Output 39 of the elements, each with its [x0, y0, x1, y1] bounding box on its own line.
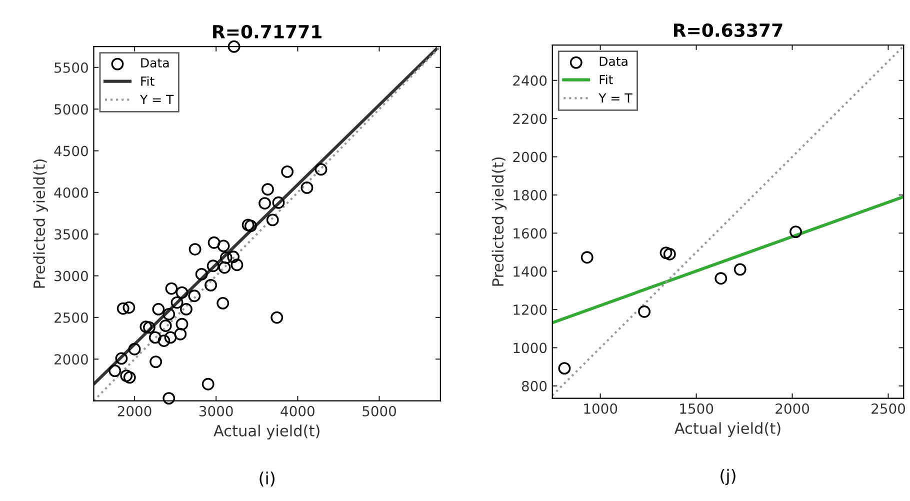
legend-label: Fit — [600, 74, 613, 84]
text: (j) — [720, 468, 736, 486]
y-tick-label: 1600 — [514, 228, 547, 239]
y-tick-label: 2200 — [513, 114, 547, 124]
x-tick-label: 1000 — [584, 403, 618, 414]
legend-label: Data — [600, 56, 628, 66]
legend-label: Fit — [141, 76, 154, 86]
legend-label: Y = T — [140, 94, 174, 104]
legend-label: Data — [141, 58, 169, 68]
y-tick-label: 1000 — [514, 342, 547, 354]
y-axis-title: Predicted yield(t) — [492, 157, 507, 286]
x-axis-title: Actual yield(t) — [214, 424, 320, 440]
y-tick-label: 1800 — [514, 190, 547, 200]
y-tick-label: 2500 — [54, 312, 88, 323]
y-tick-label: 3000 — [54, 270, 88, 282]
x-tick-label: 2000 — [776, 403, 810, 414]
text: (i) — [260, 472, 274, 487]
y-tick-label: 4500 — [54, 146, 88, 156]
y-tick-label: 3500 — [54, 229, 88, 240]
x-tick-label: 5000 — [362, 406, 396, 416]
chart-title: R=0.63377 — [674, 23, 782, 38]
y-tick-label: 2000 — [513, 152, 547, 162]
chart-title: R=0.71771 — [213, 24, 322, 39]
x-tick-label: 2000 — [118, 406, 152, 416]
y-tick-label: 4000 — [54, 187, 88, 198]
y-tick-label: 1200 — [514, 304, 547, 315]
x-tick-label: 2500 — [872, 403, 906, 414]
x-tick-label: 1500 — [680, 403, 714, 414]
x-axis-title: Actual yield(t) — [674, 422, 780, 437]
y-tick-label: 5500 — [54, 62, 88, 73]
legend-label: Y = T — [598, 93, 632, 103]
y-tick-label: 800 — [522, 380, 547, 392]
y-tick-label: 1400 — [514, 266, 547, 277]
x-tick-label: 4000 — [280, 406, 314, 416]
y-tick-label: 2000 — [54, 354, 88, 365]
y-tick-label: 2400 — [513, 75, 547, 86]
y-axis-title: Predicted yield(t) — [33, 159, 48, 288]
y-tick-label: 5000 — [54, 104, 88, 115]
x-tick-label: 3000 — [199, 406, 233, 416]
